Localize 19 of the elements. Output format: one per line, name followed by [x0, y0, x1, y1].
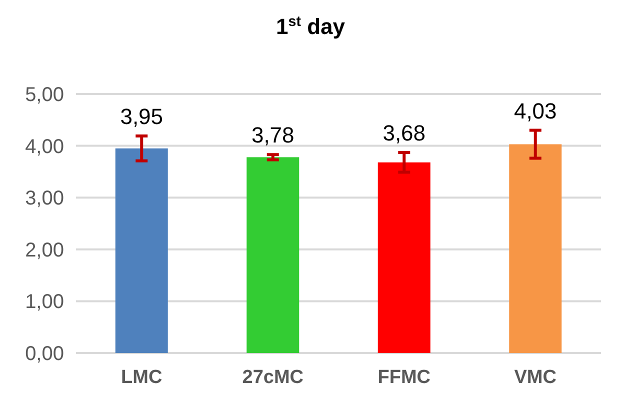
y-tick-label: 0,00 — [25, 343, 64, 365]
data-label: 3,95 — [120, 104, 164, 129]
y-tick-label: 4,00 — [25, 136, 64, 158]
bar — [246, 157, 300, 353]
y-tick-label: 2,00 — [25, 239, 64, 262]
data-label: 3,68 — [382, 120, 426, 146]
x-tick-label: LMC — [121, 367, 162, 388]
x-tick-label: 27cMC — [242, 367, 304, 388]
bar — [115, 148, 168, 353]
bar — [509, 144, 562, 353]
x-tick-label: FFMC — [378, 367, 431, 388]
y-tick-label: 5,00 — [25, 84, 64, 106]
data-label: 4,03 — [514, 98, 557, 124]
x-tick-label: VMC — [514, 367, 557, 388]
y-tick-label: 3,00 — [25, 188, 64, 210]
chart-title: 1$^{st}$ day — [276, 14, 346, 39]
data-label: 3,78 — [251, 122, 294, 148]
y-tick-label: 1,00 — [25, 291, 64, 314]
bar — [378, 162, 430, 353]
